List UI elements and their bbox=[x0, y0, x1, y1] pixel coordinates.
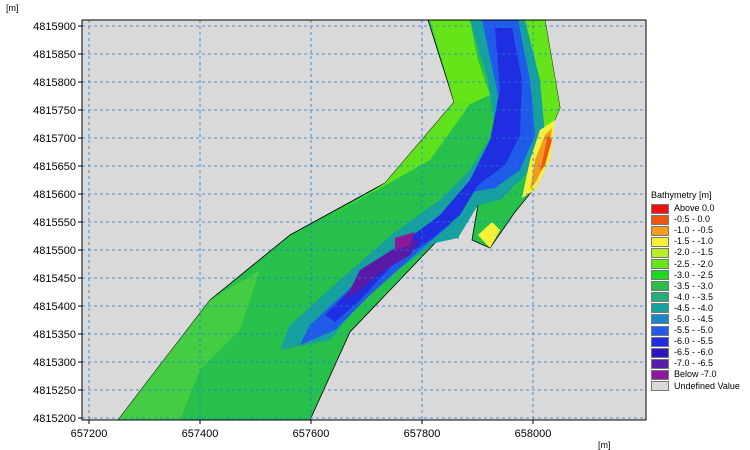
legend-label: -4.5 - -4.0 bbox=[674, 302, 714, 313]
legend-swatch bbox=[651, 270, 669, 281]
legend-swatch bbox=[651, 314, 669, 325]
legend-item: Below -7.0 bbox=[651, 369, 750, 380]
legend-label: -0.5 - 0.0 bbox=[674, 214, 711, 225]
legend-item: -1.0 - -0.5 bbox=[651, 225, 750, 236]
legend-label: -7.0 - -6.5 bbox=[674, 358, 714, 369]
x-tick-label: 657800 bbox=[404, 428, 441, 440]
y-tick-label: 4815550 bbox=[33, 217, 76, 229]
map-grid bbox=[82, 20, 646, 420]
plot-frame bbox=[81, 19, 647, 421]
legend-label: -2.0 - -1.5 bbox=[674, 247, 714, 258]
y-tick-label: 4815700 bbox=[33, 133, 76, 145]
right-bank-edge bbox=[540, 135, 552, 172]
legend-swatch bbox=[651, 325, 669, 336]
y-tick-label: 4815600 bbox=[33, 189, 76, 201]
legend-item: Above 0.0 bbox=[651, 203, 750, 214]
legend-label: -6.0 - -5.5 bbox=[674, 336, 714, 347]
legend-swatch bbox=[651, 358, 669, 369]
legend-label: -6.5 - -6.0 bbox=[674, 347, 714, 358]
y-tick-label: 4815750 bbox=[33, 105, 76, 117]
y-axis: 4815900 4815850 4815800 4815750 4815700 … bbox=[33, 21, 82, 425]
legend-entries: Above 0.0 -0.5 - 0.0 -1.0 - -0.5 -1.5 - -1.… bbox=[651, 203, 750, 392]
x-tick-label: 658000 bbox=[515, 428, 552, 440]
legend-label: -4.0 - -3.5 bbox=[674, 291, 714, 302]
legend-label: -3.0 - -2.5 bbox=[674, 269, 714, 280]
legend-label: Undefined Value bbox=[674, 380, 740, 391]
channel-deepest bbox=[325, 28, 522, 322]
legend-item: -6.5 - -6.0 bbox=[651, 347, 750, 358]
legend-item: -2.0 - -1.5 bbox=[651, 247, 750, 258]
legend-swatch bbox=[651, 225, 669, 236]
y-tick-label: 4815200 bbox=[33, 413, 76, 425]
x-tick-label: 657400 bbox=[182, 428, 219, 440]
legend-swatch bbox=[651, 203, 669, 214]
green-band-lower-left bbox=[118, 270, 260, 420]
bathymetry-legend: Bathymetry [m] Above 0.0 -0.5 - 0.0 -1.0 -… bbox=[651, 190, 750, 392]
legend-swatch bbox=[651, 336, 669, 347]
green-band-top bbox=[430, 20, 490, 104]
legend-title: Bathymetry [m] bbox=[651, 190, 712, 200]
legend-item: -7.0 - -6.5 bbox=[651, 358, 750, 369]
y-tick-label: 4815300 bbox=[33, 357, 76, 369]
legend-swatch bbox=[651, 247, 669, 258]
y-tick-label: 4815250 bbox=[33, 385, 76, 397]
legend-swatch bbox=[651, 303, 669, 314]
legend-label: -3.5 - -3.0 bbox=[674, 280, 714, 291]
legend-swatch bbox=[651, 259, 669, 270]
green-band-left bbox=[300, 102, 470, 235]
legend-item: -3.5 - -3.0 bbox=[651, 281, 750, 292]
x-tick-label: 657200 bbox=[71, 428, 108, 440]
legend-swatch bbox=[651, 369, 669, 380]
channel-pit-2 bbox=[395, 232, 415, 250]
legend-swatch bbox=[651, 281, 669, 292]
legend-item: -4.5 - -4.0 bbox=[651, 303, 750, 314]
legend-item: -4.0 - -3.5 bbox=[651, 292, 750, 303]
legend-swatch bbox=[651, 236, 669, 247]
legend-item: Undefined Value bbox=[651, 381, 750, 392]
legend-label: -5.0 - -4.5 bbox=[674, 313, 714, 324]
y-tick-label: 4815450 bbox=[33, 273, 76, 285]
y-tick-label: 4815350 bbox=[33, 329, 76, 341]
legend-swatch bbox=[651, 214, 669, 225]
legend-swatch bbox=[651, 381, 669, 392]
legend-item: -3.0 - -2.5 bbox=[651, 270, 750, 281]
legend-label: -2.5 - -2.0 bbox=[674, 258, 714, 269]
legend-item: -6.0 - -5.5 bbox=[651, 336, 750, 347]
legend-label: -1.0 - -0.5 bbox=[674, 225, 714, 236]
y-tick-label: 4815400 bbox=[33, 301, 76, 313]
legend-item: -0.5 - 0.0 bbox=[651, 214, 750, 225]
legend-item: -2.5 - -2.0 bbox=[651, 258, 750, 270]
bathymetry-field bbox=[117, 20, 561, 420]
legend-label: Above 0.0 bbox=[674, 203, 715, 214]
legend-item: -1.5 - -1.0 bbox=[651, 236, 750, 247]
legend-item: -5.0 - -4.5 bbox=[651, 314, 750, 325]
y-tick-label: 4815850 bbox=[33, 49, 76, 61]
legend-label: Below -7.0 bbox=[674, 369, 717, 380]
legend-swatch bbox=[651, 347, 669, 358]
x-axis: 657200 657400 657600 657800 658000 bbox=[71, 420, 552, 440]
channel-pit-1 bbox=[345, 238, 420, 300]
y-tick-label: 4815900 bbox=[33, 21, 76, 33]
y-tick-label: 4815500 bbox=[33, 245, 76, 257]
y-axis-unit: [m] bbox=[6, 3, 19, 13]
legend-label: -5.5 - -5.0 bbox=[674, 325, 714, 336]
legend-swatch bbox=[651, 292, 669, 303]
jetty-shallow bbox=[478, 222, 500, 248]
legend-label: -1.5 - -1.0 bbox=[674, 236, 714, 247]
y-tick-label: 4815800 bbox=[33, 77, 76, 89]
x-axis-unit: [m] bbox=[598, 440, 611, 450]
legend-item: -5.5 - -5.0 bbox=[651, 325, 750, 336]
y-tick-label: 4815650 bbox=[33, 161, 76, 173]
x-tick-label: 657600 bbox=[293, 428, 330, 440]
